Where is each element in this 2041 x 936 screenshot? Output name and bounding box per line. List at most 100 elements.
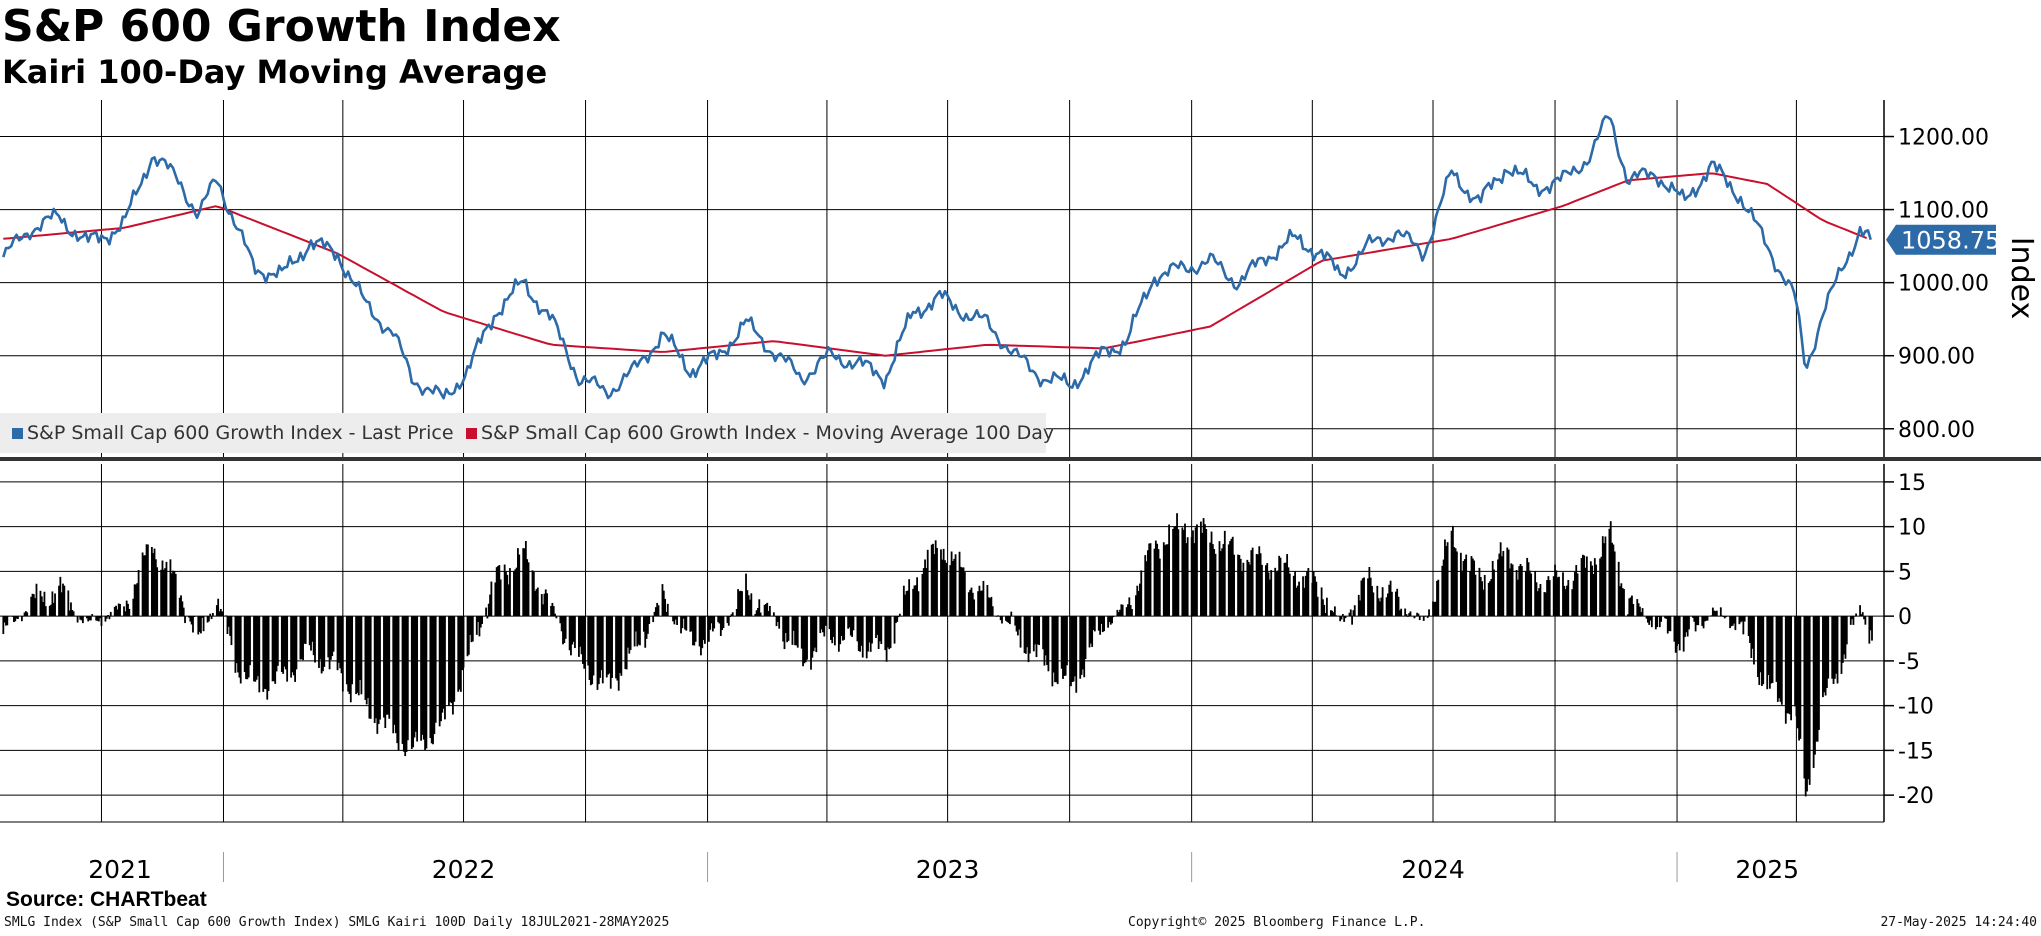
kairi-bar-826 <box>1535 582 1538 617</box>
kairi-bar-328 <box>609 616 612 689</box>
kairi-bar-646 <box>1201 532 1204 617</box>
kairi-bar-947 <box>1759 616 1762 673</box>
kairi-bar-908 <box>1686 616 1689 637</box>
ytick-kairi-1: -15 <box>1898 739 1934 764</box>
kairi-bar-932 <box>1731 616 1734 626</box>
kairi-bar-20 <box>39 590 42 617</box>
kairi-panel-grid <box>0 464 1884 822</box>
xtick-year-2025: 2025 <box>1735 855 1799 884</box>
kairi-bar-547 <box>1017 616 1019 636</box>
kairi-bar-200 <box>373 616 376 724</box>
kairi-bar-426 <box>792 616 795 631</box>
kairi-bar-444 <box>824 616 827 626</box>
kairi-bar-278 <box>517 548 519 617</box>
kairi-bar-667 <box>1239 558 1242 617</box>
kairi-bar-521 <box>969 589 972 617</box>
kairi-bar-441 <box>820 616 823 630</box>
kairi-bar-677 <box>1258 546 1261 617</box>
kairi-bar-288 <box>535 589 538 617</box>
kairi-bar-634 <box>1177 529 1180 617</box>
kairi-bar-845 <box>1571 589 1574 617</box>
kairi-bar-211 <box>393 616 396 725</box>
kairi-bar-657 <box>1221 548 1224 617</box>
kairi-bar-480 <box>893 616 896 644</box>
kairi-bar-626 <box>1164 545 1167 617</box>
kairi-bar-349 <box>648 616 651 624</box>
kairi-bar-557 <box>1035 616 1038 658</box>
kairi-bar-478 <box>888 616 891 650</box>
kairi-bar-144 <box>267 616 270 692</box>
kairi-bar-702 <box>1304 575 1307 617</box>
kairi-bar-691 <box>1284 562 1287 617</box>
kairi-bar-964 <box>1790 616 1792 721</box>
kairi-bar-127 <box>237 616 239 673</box>
kairi-bar-215 <box>401 616 404 744</box>
kairi-bar-65 <box>123 606 125 617</box>
kairi-bar-206 <box>384 616 387 728</box>
kairi-bar-282 <box>524 540 527 617</box>
kairi-bar-172 <box>320 616 323 674</box>
kairi-bar-899 <box>1669 616 1672 632</box>
kairi-bar-7 <box>14 616 17 622</box>
kairi-bar-571 <box>1062 616 1064 679</box>
kairi-bar-559 <box>1038 616 1041 646</box>
kairi-bar-789 <box>1465 554 1468 617</box>
kairi-bar-617 <box>1146 550 1149 617</box>
kairi-bar-232 <box>432 616 434 745</box>
price-lines <box>2 115 1872 400</box>
ytick-price-4: 1200.00 <box>1898 126 1989 151</box>
kairi-bar-966 <box>1795 616 1798 717</box>
kairi-bar-322 <box>599 616 602 678</box>
kairi-bar-562 <box>1044 616 1047 656</box>
kairi-bar-545 <box>1014 616 1017 626</box>
kairi-bar-125 <box>234 616 237 673</box>
kairi-bar-51 <box>96 616 99 621</box>
kairi-bar-455 <box>847 616 850 629</box>
kairi-bar-927 <box>1722 616 1725 617</box>
kairi-bar-406 <box>755 610 758 617</box>
kairi-bar-522 <box>970 587 973 617</box>
kairi-bar-180 <box>336 616 339 671</box>
kairi-bar-673 <box>1250 550 1253 617</box>
kairi-bar-705 <box>1311 582 1314 617</box>
kairi-bar-651 <box>1210 531 1213 617</box>
kairi-bar-779 <box>1446 542 1449 617</box>
kairi-bar-876 <box>1628 598 1631 617</box>
kairi-bar-619 <box>1149 543 1152 617</box>
kairi-bar-84 <box>156 567 159 617</box>
kairi-bar-581 <box>1080 616 1083 675</box>
kairi-bar-86 <box>161 560 164 617</box>
kairi-bar-49 <box>91 614 94 617</box>
kairi-bar-755 <box>1404 608 1407 617</box>
kairi-bar-866 <box>1609 521 1612 617</box>
kairi-bar-80 <box>150 547 153 617</box>
kairi-bar-765 <box>1422 616 1425 621</box>
kairi-bar-795 <box>1478 567 1481 617</box>
kairi-bar-524 <box>973 599 976 617</box>
kairi-bar-692 <box>1286 554 1289 617</box>
kairi-bar-129 <box>239 616 242 684</box>
kairi-bar-543 <box>1009 616 1011 625</box>
kairi-bar-303 <box>563 616 566 643</box>
kairi-bar-641 <box>1192 530 1194 617</box>
kairi-bar-678 <box>1259 553 1262 617</box>
kairi-bar-858 <box>1593 558 1596 617</box>
kairi-bar-410 <box>763 604 766 617</box>
kairi-bar-329 <box>611 616 613 678</box>
kairi-bar-400 <box>745 573 747 617</box>
kairi-bar-108 <box>201 616 204 618</box>
kairi-bar-643 <box>1194 527 1197 617</box>
kairi-bar-549 <box>1019 616 1022 648</box>
kairi-bar-891 <box>1656 616 1659 628</box>
kairi-bar-554 <box>1028 616 1031 654</box>
kairi-bar-63 <box>117 603 120 617</box>
kairi-bar-916 <box>1702 616 1705 629</box>
kairi-bar-252 <box>469 616 472 635</box>
kairi-bar-55 <box>104 616 107 622</box>
kairi-bar-736 <box>1368 567 1371 617</box>
kairi-bar-900 <box>1673 616 1676 642</box>
kairi-bar-658 <box>1222 544 1225 617</box>
kairi-bar-239 <box>444 616 446 720</box>
kairi-bar-58 <box>108 616 111 620</box>
